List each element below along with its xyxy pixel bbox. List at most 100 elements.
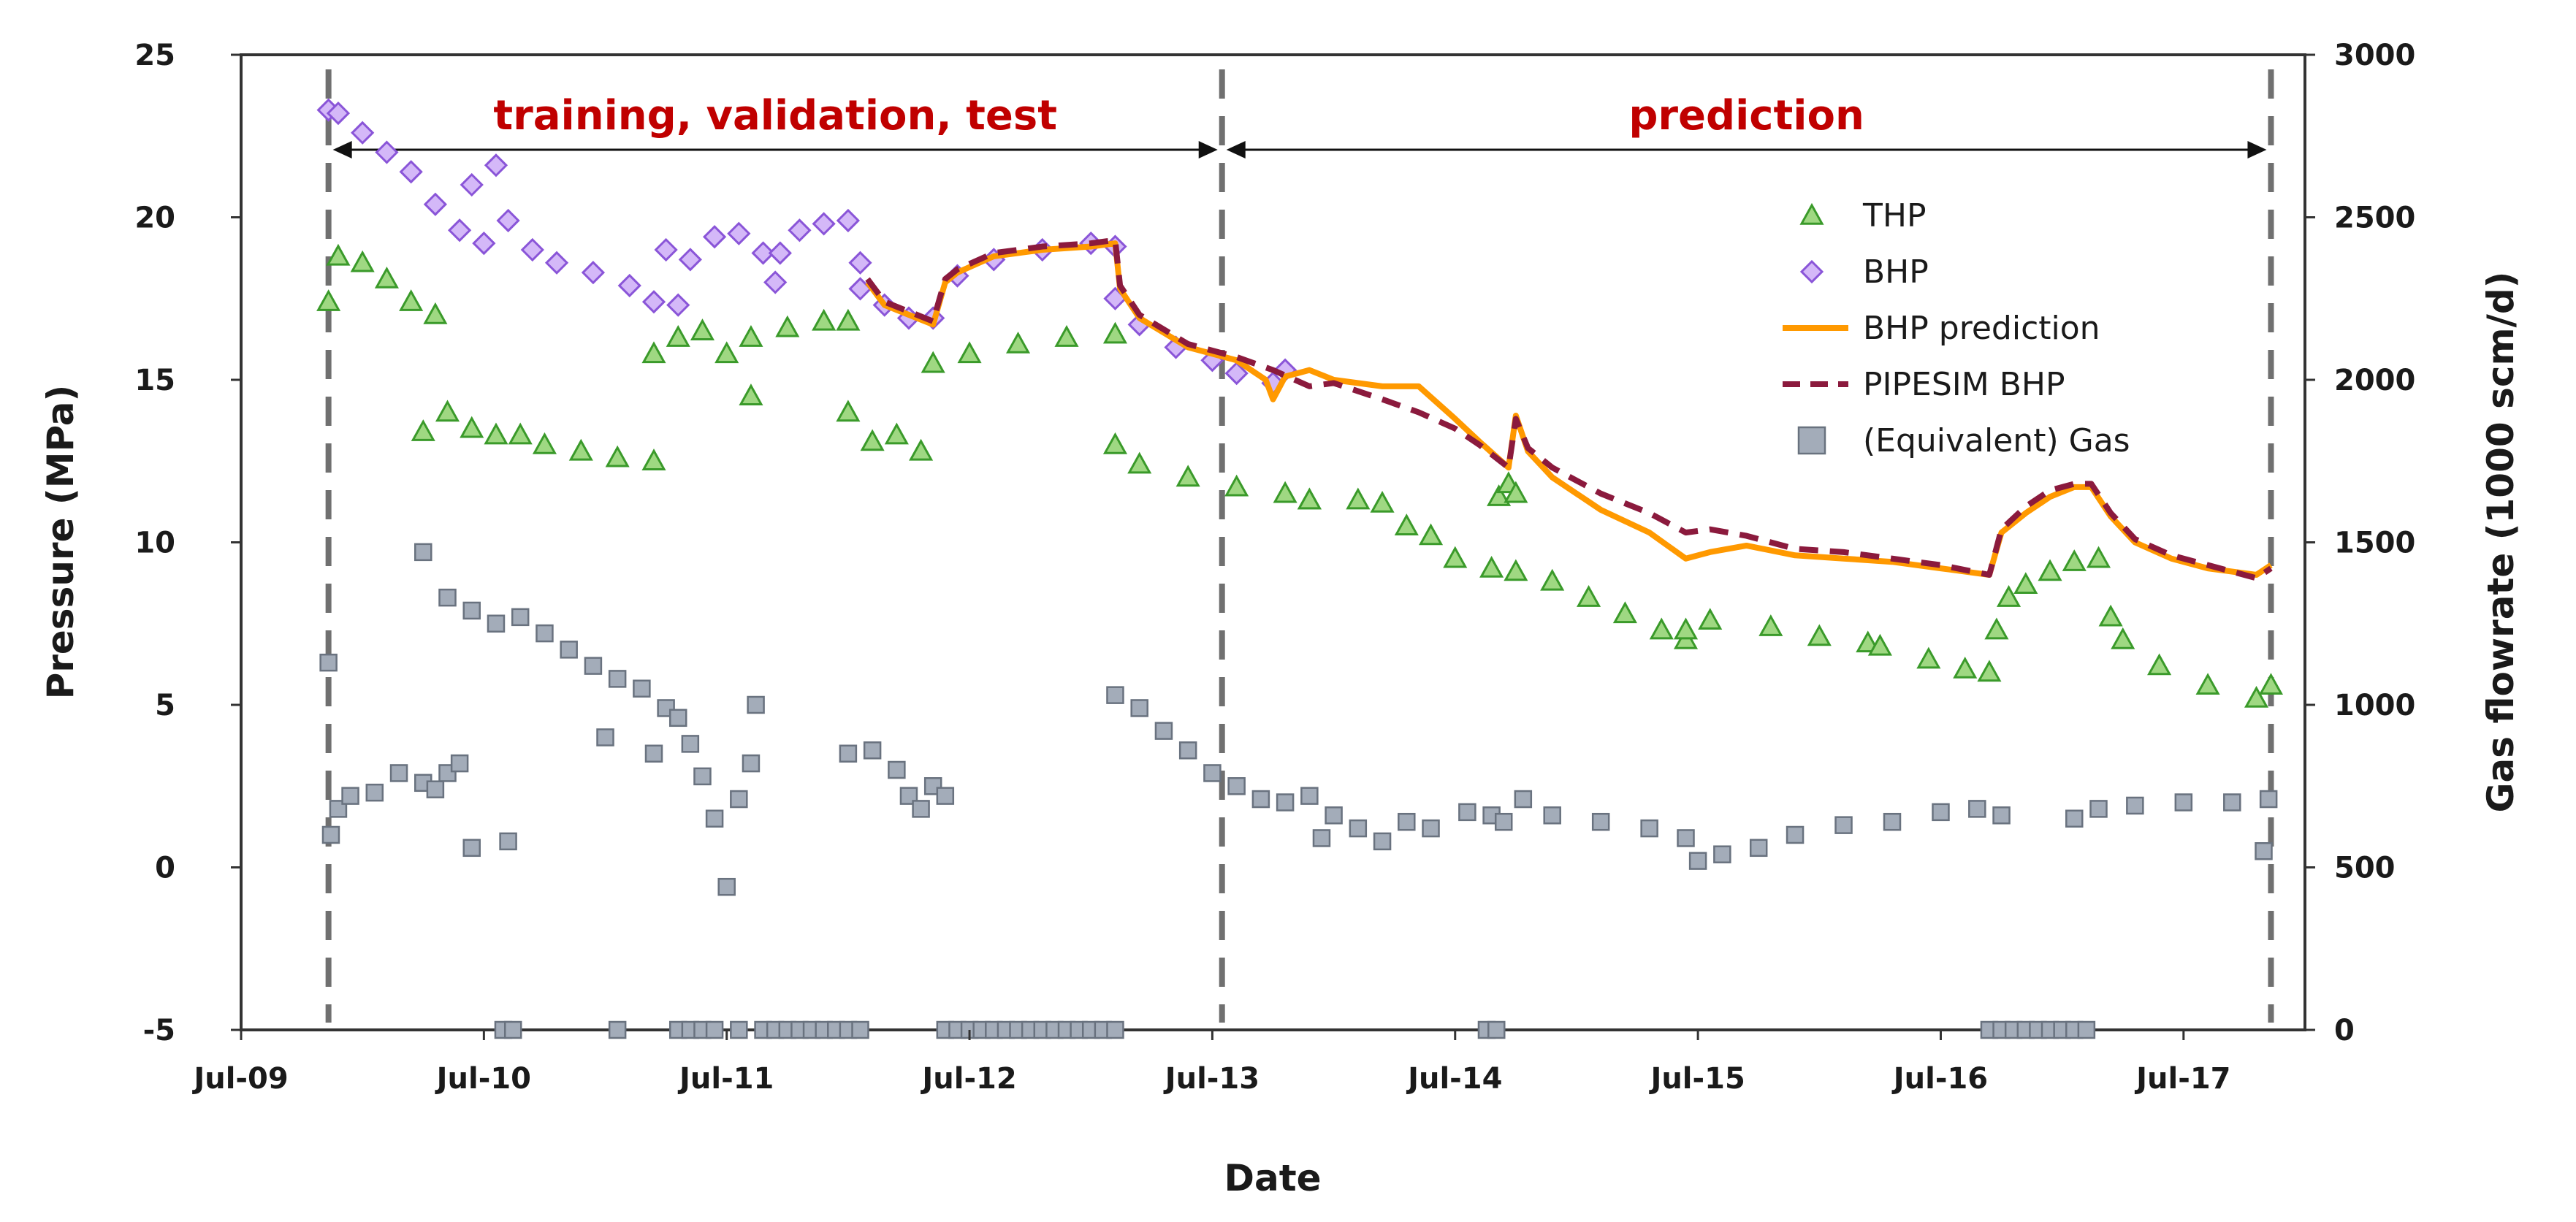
bhp-point (812, 212, 836, 236)
gas-point (1325, 806, 1343, 825)
thp-point (1273, 481, 1297, 503)
gas-point (1883, 812, 1902, 831)
thp-point (2013, 572, 2038, 595)
legend-item-pipesim: PIPESIM BHP (1783, 366, 2065, 403)
gas-point (1349, 819, 1368, 838)
bhp-point (848, 251, 872, 275)
gas-point (584, 657, 603, 675)
gas-point (438, 588, 457, 607)
gas-point (608, 670, 627, 688)
x-tick-label: Jul-17 (2134, 1062, 2230, 1096)
y-right-tick-label: 1000 (2334, 689, 2415, 722)
thp-point (690, 318, 715, 340)
plot-area (240, 53, 2306, 1031)
gas-point (1203, 764, 1222, 782)
gas-point (888, 760, 906, 779)
data-layer (316, 98, 2284, 1039)
gas-point (1178, 741, 1197, 760)
gas-point (1992, 806, 2011, 825)
gas-point (730, 1020, 748, 1039)
bhp-point (641, 290, 666, 314)
gas-point (1398, 812, 1416, 831)
thp-point (1175, 465, 1200, 487)
gas-point (1677, 829, 1695, 847)
gas-point (503, 1020, 522, 1039)
legend-item-gas: (Equivalent) Gas (1797, 422, 2130, 459)
gas-point (511, 608, 530, 627)
region-layer: training, validation, test prediction (325, 69, 2274, 1023)
gas-point (1688, 852, 1707, 870)
thp-point (460, 416, 484, 438)
thp-point (1758, 614, 1783, 636)
thp-point (860, 429, 885, 451)
region-label-training: training, validation, test (493, 92, 1057, 140)
thp-point (2244, 686, 2269, 708)
gas-point (2255, 842, 2273, 860)
x-axis-title: Date (1224, 1157, 1321, 1199)
gas-point (1713, 845, 1731, 863)
bhp-point (447, 218, 472, 243)
gas-point (1543, 806, 1561, 825)
thp-point (350, 250, 375, 272)
thp-point (508, 422, 533, 445)
gas-point (426, 780, 445, 798)
thp-point (1479, 556, 1504, 578)
thp-point (1649, 617, 1674, 640)
bhp-point (460, 172, 484, 197)
gas-point (499, 832, 517, 851)
bhp-point (423, 192, 448, 216)
gas-point (462, 601, 481, 620)
gas-point (1834, 816, 1853, 834)
thp-point (1504, 559, 1528, 581)
thp-point (1916, 646, 1941, 669)
y-left-tick-label: 20 (134, 202, 175, 235)
gas-point (717, 877, 736, 896)
gas-point (851, 1020, 869, 1039)
gas-point (730, 790, 748, 809)
bhp-point (520, 237, 544, 262)
region-label-prediction: prediction (1628, 92, 1864, 140)
region-arrow-head-right (1198, 141, 1218, 159)
region-arrow-head-left (332, 141, 352, 159)
gas-point (389, 764, 408, 782)
thp-point (666, 325, 690, 347)
thp-point (775, 315, 800, 337)
gas-point (2089, 800, 2108, 818)
thp-point (1443, 546, 1468, 568)
thp-point (1418, 523, 1444, 546)
thp-point (1867, 633, 1892, 656)
thp-point (715, 341, 739, 364)
thp-point (1224, 474, 1249, 497)
x-tick-label: Jul-12 (920, 1062, 1016, 1096)
thp-point (921, 351, 945, 373)
gas-point (487, 614, 506, 633)
legend-label: BHP prediction (1863, 310, 2100, 347)
thp-point (423, 302, 448, 324)
gas-point (1227, 777, 1246, 795)
gas-point (1487, 1020, 1506, 1039)
thp-point (1612, 601, 1637, 624)
gas-point (365, 783, 384, 802)
gas-point (633, 679, 651, 698)
gas-point (462, 839, 481, 858)
bhp-point (702, 225, 727, 249)
gas-point (747, 695, 765, 714)
gas-point (912, 800, 930, 818)
gas-point (693, 767, 712, 786)
bhp-point (326, 101, 351, 126)
bhp-point (751, 241, 775, 265)
gas-point (839, 744, 858, 763)
bhp-point (763, 270, 788, 294)
thp-point (836, 400, 861, 422)
thp-point (1953, 656, 1978, 679)
gas-point (596, 728, 614, 746)
gas-point (1932, 803, 1950, 822)
x-tick-label: Jul-14 (1406, 1062, 1502, 1096)
legend-bhp-icon (1799, 259, 1824, 284)
thp-point (1102, 321, 1128, 344)
bhp-point (654, 237, 678, 262)
thp-point (1977, 660, 2002, 682)
thp-point (1504, 481, 1528, 503)
thp-point (2111, 627, 2135, 649)
gas-point (668, 709, 687, 728)
